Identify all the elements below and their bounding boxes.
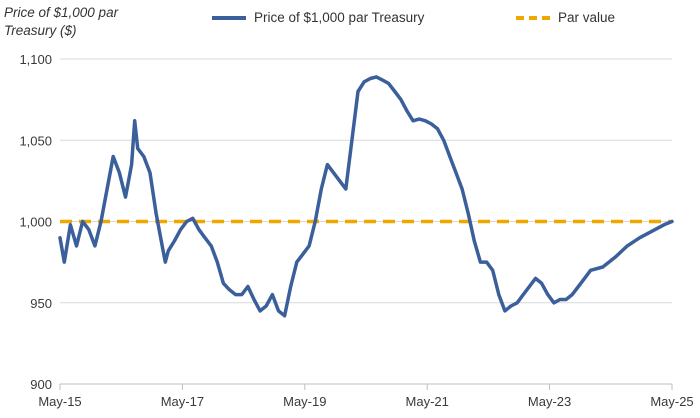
x-tick-label: May-21 bbox=[406, 394, 449, 409]
x-tick-label: May-19 bbox=[283, 394, 326, 409]
y-axis-title-line2: Treasury ($) bbox=[4, 23, 77, 38]
treasury-price-line bbox=[58, 75, 674, 318]
x-tick-label: May-15 bbox=[38, 394, 81, 409]
y-axis-title-line1: Price of $1,000 par bbox=[4, 5, 119, 20]
x-tick-label: May-17 bbox=[161, 394, 204, 409]
x-tick-label: May-23 bbox=[528, 394, 571, 409]
y-axis-title: Price of $1,000 par Treasury ($) bbox=[4, 4, 118, 40]
y-tick-label: 1,000 bbox=[19, 215, 52, 230]
y-axis-ticks: 900 950 1,000 1,050 1,100 bbox=[19, 52, 52, 392]
legend-item-treasury: Price of $1,000 par Treasury bbox=[212, 10, 424, 25]
legend-swatch-par bbox=[516, 15, 550, 20]
legend-label-treasury: Price of $1,000 par Treasury bbox=[254, 10, 425, 25]
y-tick-label: 1,100 bbox=[19, 52, 52, 67]
y-tick-label: 950 bbox=[30, 296, 52, 311]
x-tick-label: May-25 bbox=[650, 394, 693, 409]
legend-swatch-treasury bbox=[212, 15, 246, 20]
legend-item-par: Par value bbox=[516, 10, 615, 25]
legend-label-par: Par value bbox=[558, 10, 616, 25]
y-tick-label: 900 bbox=[30, 377, 52, 392]
x-axis-ticks: May-15 May-17 May-19 May-21 May-23 May-25 bbox=[38, 384, 694, 409]
series-lines bbox=[58, 75, 674, 318]
y-tick-label: 1,050 bbox=[19, 133, 52, 148]
